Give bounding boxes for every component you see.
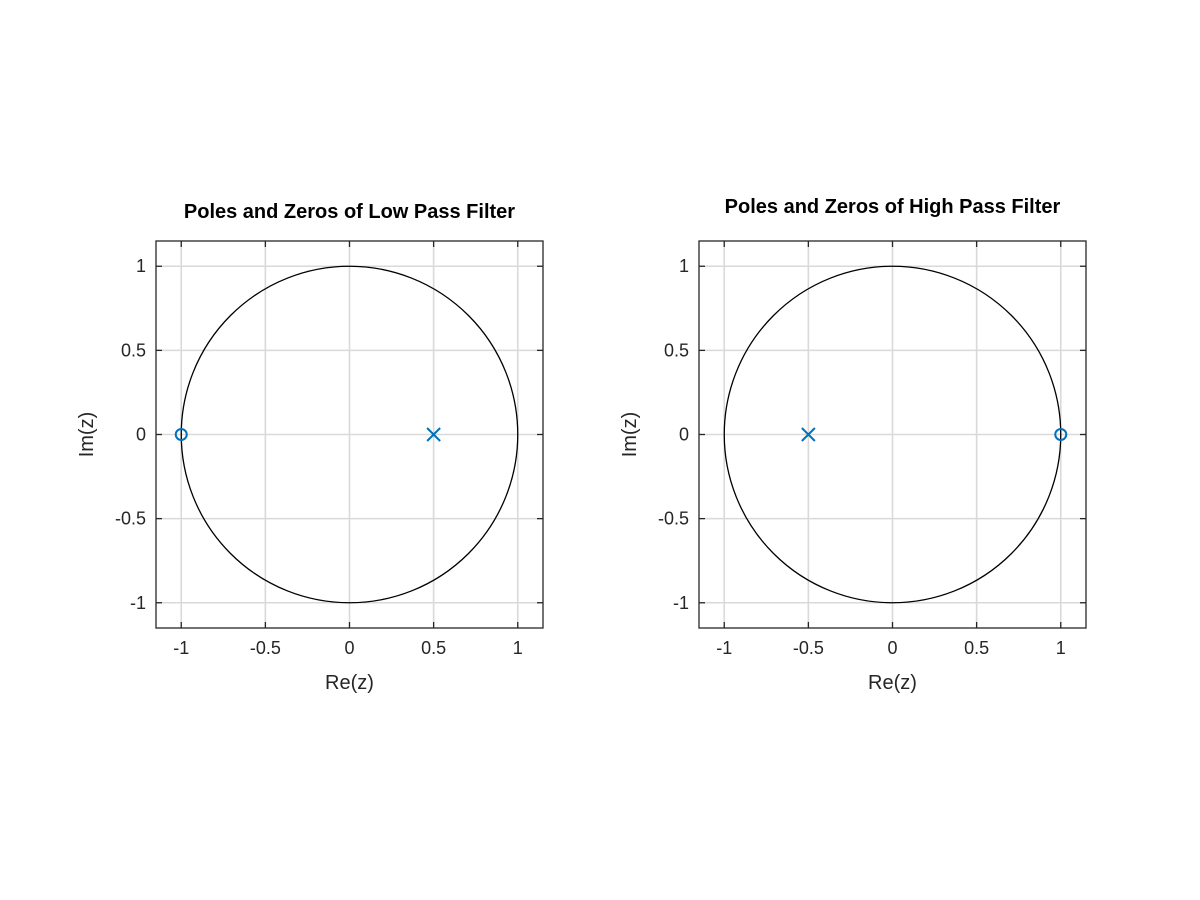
y-axis-label: Im(z) <box>76 412 98 458</box>
plot-title: Poles and Zeros of High Pass Filter <box>725 196 1061 218</box>
y-tick-label: 0 <box>679 425 689 445</box>
unit-circle-layer <box>723 265 1062 604</box>
high-pass-pole-zero-plot: -1 -0.5 0 0.5 1 -1 -0.5 0 0.5 1 Poles and Zeros … <box>619 196 1087 694</box>
tick-marks <box>156 241 543 628</box>
zero-marker <box>174 428 188 441</box>
y-tick-label: 1 <box>679 256 689 276</box>
x-tick-label: -0.5 <box>793 638 824 658</box>
zero-marker <box>1054 428 1068 441</box>
unit-circle-layer <box>180 265 519 604</box>
pole-zero-markers <box>174 427 441 442</box>
x-axis-label: Re(z) <box>868 672 917 694</box>
x-tick-label: -1 <box>173 638 189 658</box>
x-tick-labels: -1 -0.5 0 0.5 1 <box>716 638 1066 658</box>
x-tick-label: 0 <box>344 638 354 658</box>
y-tick-labels: -1 -0.5 0 0.5 1 <box>115 256 146 613</box>
pole-marker <box>801 427 816 442</box>
x-tick-label: 1 <box>513 638 523 658</box>
pole-zero-markers <box>801 427 1068 442</box>
y-axis-label: Im(z) <box>619 412 641 458</box>
y-tick-label: -0.5 <box>658 509 689 529</box>
x-tick-label: 0.5 <box>421 638 446 658</box>
y-tick-label: 0.5 <box>121 340 146 360</box>
unit-circle <box>723 265 1062 604</box>
plot-title: Poles and Zeros of Low Pass Filter <box>184 201 515 223</box>
y-tick-label: -1 <box>130 593 146 613</box>
x-axis-label: Re(z) <box>325 672 374 694</box>
unit-circle <box>180 265 519 604</box>
x-tick-label: -1 <box>716 638 732 658</box>
y-tick-label: 0 <box>136 425 146 445</box>
low-pass-pole-zero-plot: -1 -0.5 0 0.5 1 -1 -0.5 0 0.5 1 Poles and Zeros … <box>76 201 544 694</box>
y-tick-labels: -1 -0.5 0 0.5 1 <box>658 256 689 613</box>
y-tick-label: -1 <box>673 593 689 613</box>
x-tick-label: 1 <box>1056 638 1066 658</box>
x-tick-label: 0.5 <box>964 638 989 658</box>
grid <box>699 241 1086 628</box>
pole-marker <box>426 427 441 442</box>
tick-marks <box>699 241 1086 628</box>
y-tick-label: 1 <box>136 256 146 276</box>
y-tick-label: -0.5 <box>115 509 146 529</box>
x-tick-label: -0.5 <box>250 638 281 658</box>
y-tick-label: 0.5 <box>664 340 689 360</box>
x-tick-labels: -1 -0.5 0 0.5 1 <box>173 638 523 658</box>
x-tick-label: 0 <box>887 638 897 658</box>
